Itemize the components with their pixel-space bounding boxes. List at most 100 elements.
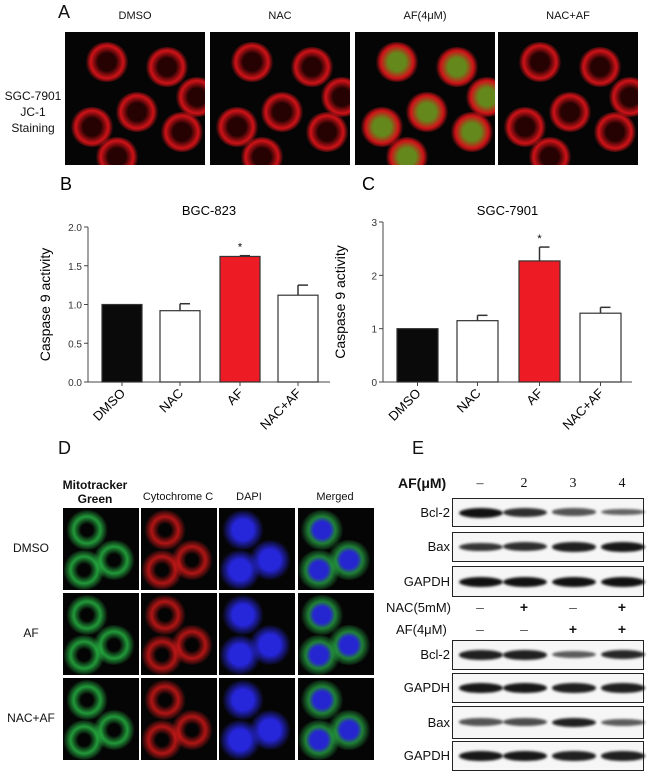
cell xyxy=(298,550,341,590)
protein-band xyxy=(503,718,547,726)
panel-a-label: A xyxy=(58,2,71,22)
western-blot-strip xyxy=(452,673,645,703)
lane-label: – xyxy=(476,476,484,491)
column-label: AF(4μM) xyxy=(403,10,447,22)
cell xyxy=(63,720,106,760)
cell xyxy=(465,77,495,117)
protein-band xyxy=(552,717,596,728)
treatment-sign: – xyxy=(520,621,528,637)
blot-label: GAPDH xyxy=(403,680,450,695)
jc1-micrograph xyxy=(65,32,205,165)
x-tick-label: DMSO xyxy=(385,386,423,424)
cell xyxy=(141,720,184,760)
cell xyxy=(435,47,479,87)
x-tick-label: DMSO xyxy=(90,386,128,424)
cell xyxy=(240,137,284,165)
treatment-sign: – xyxy=(569,599,577,615)
protein-band xyxy=(552,651,596,658)
cell xyxy=(298,635,341,675)
protein-band xyxy=(459,542,503,551)
fluorescence-micrograph xyxy=(298,593,374,675)
protein-band xyxy=(459,650,503,660)
panel-e-label: E xyxy=(412,438,425,458)
y-tick-label: 0 xyxy=(371,378,377,389)
condition-label: AF(μM) xyxy=(398,475,447,491)
cell xyxy=(290,47,334,87)
protein-band xyxy=(552,542,596,552)
lane-label: 4 xyxy=(618,476,626,491)
treatment-sign: + xyxy=(519,599,529,615)
y-tick-label: 1.5 xyxy=(68,262,82,273)
treatment-sign: + xyxy=(568,621,578,637)
cell xyxy=(219,635,262,675)
panel-label: B xyxy=(60,174,72,194)
significance-marker: * xyxy=(238,242,243,254)
bar xyxy=(518,260,561,383)
protein-band xyxy=(601,650,645,660)
panel-label: C xyxy=(362,174,375,194)
lane-label: 2 xyxy=(520,476,528,491)
protein-band xyxy=(459,718,503,726)
x-tick-label: NAC xyxy=(454,386,484,416)
y-tick-label: 0.0 xyxy=(68,378,82,389)
panel-d-label: D xyxy=(58,438,71,458)
significance-marker: * xyxy=(537,233,542,245)
bar xyxy=(101,303,143,383)
cell xyxy=(593,112,637,152)
treatment-sign: – xyxy=(476,621,484,637)
cell xyxy=(85,42,129,82)
y-tick-label: 0.5 xyxy=(68,339,82,350)
bar xyxy=(579,312,622,383)
cell xyxy=(450,112,494,152)
cell xyxy=(63,550,106,590)
protein-band xyxy=(552,576,596,587)
protein-band xyxy=(552,508,596,516)
protein-band xyxy=(503,683,547,693)
protein-band xyxy=(459,507,503,518)
y-tick-label: 2 xyxy=(371,271,377,282)
fluorescence-micrograph xyxy=(219,678,295,760)
cell xyxy=(175,77,205,117)
bar xyxy=(219,255,261,383)
protein-band xyxy=(503,542,547,552)
lane-label: 3 xyxy=(569,476,577,491)
fluorescence-micrograph xyxy=(141,678,217,760)
column-label: Mitotracker Green xyxy=(62,478,128,506)
panel-a-row-label: SGC-7901 JC-1 Staining xyxy=(0,88,66,136)
y-tick-label: 3 xyxy=(371,218,377,229)
protein-band xyxy=(459,751,503,761)
x-tick-label: NAC+AF xyxy=(257,385,304,432)
jc1-micrograph xyxy=(498,32,638,165)
fluorescence-micrograph xyxy=(298,508,374,590)
bar xyxy=(396,328,439,383)
treatment-sign: + xyxy=(617,599,627,615)
treatment-sign: + xyxy=(617,621,627,637)
protein-band xyxy=(503,650,547,660)
cell xyxy=(578,47,622,87)
protein-band xyxy=(552,683,596,693)
column-label: NAC xyxy=(268,10,292,22)
cell xyxy=(548,92,592,132)
protein-band xyxy=(459,683,503,693)
x-tick-label: NAC xyxy=(156,386,186,416)
blot-label: Bcl-2 xyxy=(420,647,450,662)
protein-band xyxy=(503,576,547,587)
column-label: Merged xyxy=(316,491,354,503)
y-axis-label: Caspase 9 activity xyxy=(332,245,348,359)
fluorescence-micrograph xyxy=(141,508,217,590)
x-tick-label: AF xyxy=(523,385,545,407)
cell xyxy=(305,112,349,152)
cell xyxy=(518,42,562,82)
x-tick-label: NAC+AF xyxy=(559,385,606,432)
bar-charts: B BGC-823 Caspase 9 activity 0.0 0.5 1.0 1.5 2.… xyxy=(37,174,632,433)
column-label: NAC+AF xyxy=(546,10,590,22)
western-blot-strip xyxy=(452,741,645,771)
cell xyxy=(298,720,341,760)
western-blot-strip xyxy=(452,706,645,739)
row-label-line: SGC-7901 xyxy=(4,89,62,103)
condition-label: AF(4μM) xyxy=(396,622,447,637)
column-label: DMSO xyxy=(118,10,152,22)
column-label: Cytochrome C xyxy=(142,491,214,503)
cell xyxy=(260,92,304,132)
blot-label: GAPDH xyxy=(403,573,450,589)
